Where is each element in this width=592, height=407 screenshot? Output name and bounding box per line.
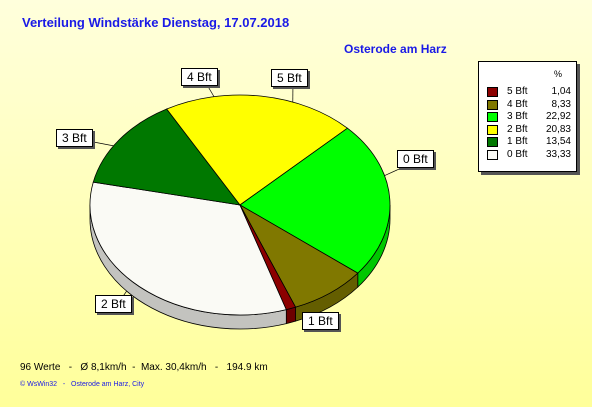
legend-swatch <box>487 149 498 160</box>
legend-label: 5 Bft <box>507 86 528 97</box>
pie-slices <box>89 94 391 316</box>
callout-5-bft: 5 Bft <box>271 69 308 87</box>
legend-label: 0 Bft <box>507 148 528 160</box>
chart-subtitle: Osterode am Harz <box>344 42 447 56</box>
legend: % 5 Bft 1,04 4 Bft 8,33 3 Bft 22,92 2 Bft 20,83… <box>478 61 577 172</box>
legend-row-0-bft: 0 Bft 33,33 <box>487 149 575 161</box>
pie-slice-1-bft <box>92 108 241 206</box>
legend-value: 22,92 <box>545 111 571 122</box>
credit-line: © WsWin32 - Osterode am Harz, City <box>20 381 145 388</box>
legend-value: 8,33 <box>551 98 571 110</box>
pie-slice-3-bft <box>239 127 391 274</box>
legend-row-2-bft: 2 Bft 20,83 <box>487 124 575 136</box>
legend-value: 13,54 <box>545 136 571 147</box>
legend-label: 2 Bft <box>507 123 528 135</box>
callout-2-bft: 2 Bft <box>95 295 132 313</box>
pie-slice-2-bft <box>166 94 349 206</box>
legend-swatch <box>487 137 498 147</box>
legend-swatch <box>487 87 498 97</box>
callout-1-bft: 1 Bft <box>302 312 339 330</box>
legend-label: 1 Bft <box>507 136 528 147</box>
legend-value: 33,33 <box>545 148 571 160</box>
legend-label: 4 Bft <box>507 98 528 110</box>
legend-swatch <box>487 99 498 110</box>
stats-footer: 96 Werte - Ø 8,1km/h - Max. 30,4km/h - 1… <box>20 362 268 373</box>
legend-swatch <box>487 124 498 135</box>
legend-header: % <box>553 69 562 79</box>
legend-row-1-bft: 1 Bft 13,54 <box>487 136 575 148</box>
legend-swatch <box>487 112 498 122</box>
pie-slice-0-bft <box>89 181 287 316</box>
legend-row-3-bft: 3 Bft 22,92 <box>487 111 575 123</box>
chart-title: Verteilung Windstärke Dienstag, 17.07.20… <box>22 15 290 30</box>
legend-value: 1,04 <box>551 86 571 97</box>
callout-3-bft: 3 Bft <box>56 129 93 147</box>
legend-row-5-bft: 5 Bft 1,04 <box>487 86 575 98</box>
pie-slice-5-bft <box>239 204 297 311</box>
legend-row-4-bft: 4 Bft 8,33 <box>487 99 575 111</box>
callout-4-bft: 4 Bft <box>181 68 218 86</box>
callout-0-bft: 0 Bft <box>397 150 434 168</box>
legend-label: 3 Bft <box>507 111 528 122</box>
legend-value: 20,83 <box>545 123 571 135</box>
